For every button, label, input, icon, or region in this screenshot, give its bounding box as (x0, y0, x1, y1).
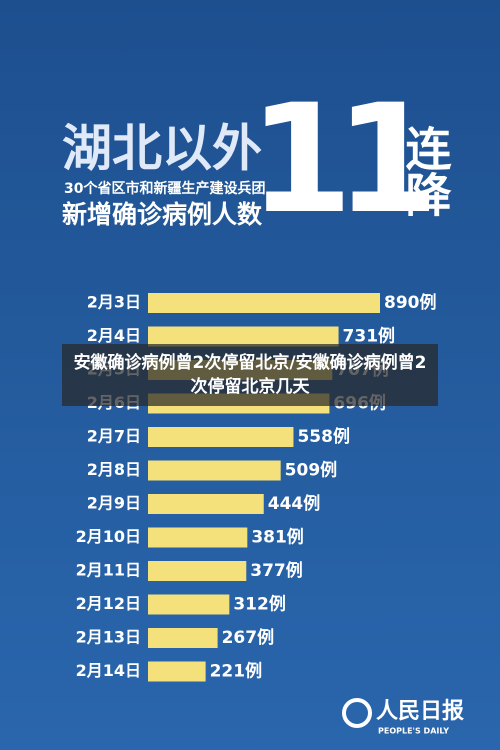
bar (148, 460, 281, 481)
category-label: 2月7日 (87, 427, 141, 446)
caption-overlay: 安徽确诊病例曾2次停留北京/安徽确诊病例曾2次停留北京几天 (62, 344, 438, 406)
category-label: 2月4日 (87, 326, 141, 345)
value-label: 890例 (384, 292, 437, 313)
value-label: 312例 (233, 594, 285, 615)
value-label: 731例 (343, 326, 396, 347)
value-label: 444例 (268, 493, 321, 514)
bar (148, 561, 247, 581)
category-label: 2月12日 (76, 594, 141, 613)
caption: 新增确诊病例人数 (62, 200, 263, 229)
category-label: 2月10日 (76, 527, 141, 546)
category-label: 2月9日 (87, 494, 141, 513)
category-label: 2月3日 (87, 293, 141, 312)
category-label: 2月8日 (87, 460, 141, 479)
category-label: 2月13日 (76, 628, 141, 647)
category-label: 2月14日 (76, 661, 141, 680)
bar (148, 594, 230, 615)
title: 湖北以外 (62, 120, 262, 178)
logo-icon (342, 698, 372, 728)
count: 11 (249, 73, 430, 247)
value-label: 267例 (222, 627, 275, 648)
category-label: 2月11日 (76, 561, 141, 580)
bar (148, 494, 264, 514)
value-label: 509例 (285, 460, 338, 481)
bar (148, 628, 218, 648)
value-label: 558例 (297, 426, 350, 447)
logo-english: PEOPLE'S DAILY (378, 727, 449, 736)
bar (148, 661, 206, 682)
bar (148, 527, 248, 548)
bar (148, 293, 380, 313)
bar (148, 326, 339, 347)
trend: 连降 (399, 125, 453, 217)
value-label: 221例 (210, 661, 263, 682)
logo-name: 人民日报 (376, 699, 464, 724)
subtitle: 30个省区市和新疆生产建设兵团 (64, 180, 265, 197)
value-label: 381例 (251, 527, 303, 548)
bar (148, 427, 294, 447)
value-label: 377例 (250, 560, 303, 581)
